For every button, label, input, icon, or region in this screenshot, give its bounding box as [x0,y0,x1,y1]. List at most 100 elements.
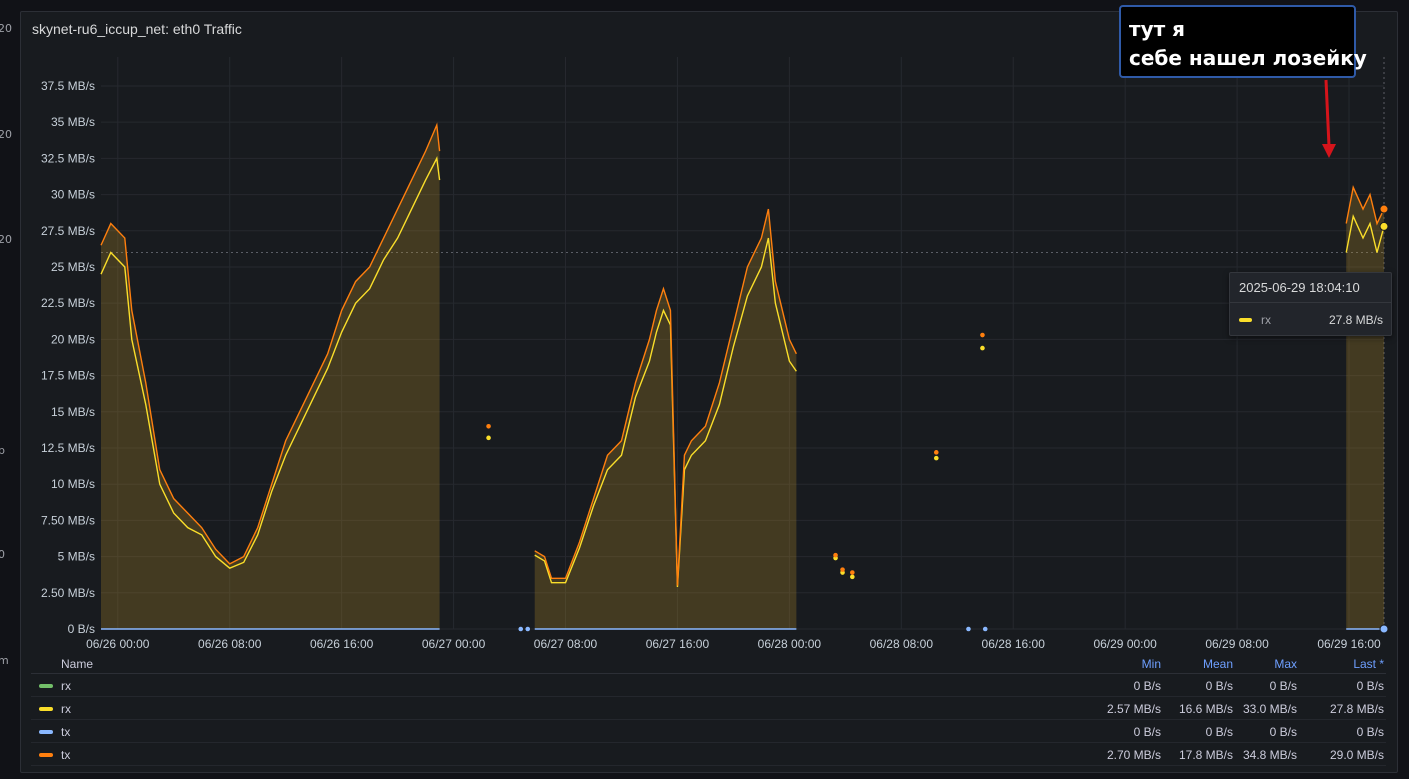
legend-last: 27.8 MB/s [1329,702,1384,716]
legend-row[interactable]: tx 0 B/s 0 B/s 0 B/s 0 B/s [31,720,1386,743]
edge-fragment: 20 [0,233,12,246]
x-tick-label: 06/29 16:00 [1317,637,1381,651]
annotation-line-1: тут я [1129,17,1186,41]
legend-row[interactable]: tx 2.70 MB/s 17.8 MB/s 34.8 MB/s 29.0 MB… [31,743,1386,766]
panel-title[interactable]: skynet-ru6_iccup_net: eth0 Traffic [32,21,242,37]
y-tick-label: 22.5 MB/s [41,296,95,310]
legend-swatch [39,707,53,711]
series-point-tx [525,626,531,632]
x-tick-label: 06/26 08:00 [198,637,262,651]
legend-swatch [39,684,53,688]
legend-min: 2.70 MB/s [1106,748,1161,762]
legend-min: 0 B/s [1133,679,1161,693]
y-tick-label: 32.5 MB/s [41,151,95,165]
edge-fragment: 0 [0,548,5,561]
y-tick-label: 37.5 MB/s [41,79,95,93]
edge-fragment: m [0,654,9,667]
area-fill [534,209,797,629]
legend-series-name[interactable]: tx [61,725,71,739]
series-point-tx [982,626,988,632]
legend-mean: 0 B/s [1205,725,1233,739]
x-tick-label: 06/28 16:00 [982,637,1046,651]
traffic-panel[interactable]: skynet-ru6_iccup_net: eth0 Traffic 0 B/s… [20,11,1398,773]
x-tick-label: 06/26 16:00 [310,637,374,651]
series-point-rx [980,345,985,351]
x-tick-label: 06/29 00:00 [1093,637,1157,651]
legend-row[interactable]: rx 0 B/s 0 B/s 0 B/s 0 B/s [31,674,1386,697]
legend-header-last[interactable]: Last * [1353,657,1384,671]
series-point-rx [933,455,939,461]
area-fill [101,125,440,629]
x-tick-label: 06/29 08:00 [1205,637,1269,651]
y-tick-label: 35 MB/s [51,115,95,129]
left-edge-fragments: 20 20 20 p 0 m [0,0,12,779]
series-line-tx [1345,185,1385,226]
legend-swatch [39,753,53,757]
y-tick-label: 17.5 MB/s [41,369,95,383]
y-tick-label: 20 MB/s [51,332,95,346]
series-line-rx [1345,213,1385,253]
tooltip-series-value: 27.8 MB/s [1328,313,1383,327]
legend-header-mean[interactable]: Mean [1202,657,1233,671]
legend-header: Name Min Mean Max Last * [31,652,1386,674]
series-point-tx [833,552,838,558]
series-point-tx [840,567,845,572]
annotation-line-2: себе нашел лозейку [1129,46,1367,70]
legend-max: 33.0 MB/s [1242,702,1297,716]
series-line-tx [100,122,441,565]
traffic-chart[interactable]: 0 B/s 2.50 MB/s 5 MB/s 7.50 MB/s 10 MB/s 12.5… [21,12,1397,652]
legend-table: Name Min Mean Max Last * rx 0 B/s 0 B/s … [31,652,1386,766]
legend-max: 0 B/s [1269,679,1297,693]
area-fill [1346,187,1384,630]
annotation-box: тут я себе нашел лозейку [1119,5,1367,78]
legend-series-name[interactable]: rx [61,702,71,716]
hover-marker-rx [1379,221,1389,231]
y-tick-label: 30 MB/s [51,188,95,202]
x-tick-label: 06/27 16:00 [646,637,710,651]
hover-tooltip: 2025-06-29 18:04:10 rx 27.8 MB/s [1229,272,1392,336]
series-point-tx [850,570,855,575]
series-point-tx [966,626,971,632]
legend-mean: 0 B/s [1205,679,1233,693]
edge-fragment: 20 [0,22,12,35]
legend-last: 0 B/s [1356,679,1384,693]
series-point-rx [850,574,855,580]
legend-max: 0 B/s [1269,725,1297,739]
x-tick-label: 06/28 08:00 [870,637,934,651]
legend-header-name[interactable]: Name [61,657,94,671]
series-point-tx [933,450,939,455]
y-tick-label: 10 MB/s [51,477,95,491]
series-line-rx [100,156,441,569]
series-point-tx [486,423,491,429]
x-tick-label: 06/27 08:00 [534,637,598,651]
series-point-rx [486,435,491,441]
y-tick-label: 2.50 MB/s [41,586,95,600]
series-point-tx [980,332,985,338]
legend-header-min[interactable]: Min [1141,657,1161,671]
y-tick-label: 27.5 MB/s [41,224,95,238]
hover-marker-tx [1379,204,1389,214]
edge-fragment: 20 [0,128,12,141]
y-tick-label: 15 MB/s [51,405,95,419]
legend-mean: 17.8 MB/s [1178,748,1233,762]
x-tick-label: 06/28 00:00 [758,637,822,651]
x-tick-label: 06/27 00:00 [422,637,486,651]
legend-row[interactable]: rx 2.57 MB/s 16.6 MB/s 33.0 MB/s 27.8 MB… [31,697,1386,720]
legend-min: 0 B/s [1133,725,1161,739]
legend-series-name[interactable]: tx [61,748,71,762]
legend-header-max[interactable]: Max [1274,657,1297,671]
tooltip-series-swatch [1239,318,1252,322]
series-point-tx [518,626,524,632]
legend-min: 2.57 MB/s [1106,702,1161,716]
series-line-tx [534,208,797,586]
y-tick-label: 5 MB/s [58,550,95,564]
y-tick-label: 25 MB/s [51,260,95,274]
edge-fragment: p [0,444,5,457]
legend-series-name[interactable]: rx [61,679,71,693]
y-tick-label: 0 B/s [68,622,95,636]
tooltip-series-name: rx [1261,313,1271,327]
legend-max: 34.8 MB/s [1242,748,1297,762]
y-tick-label: 12.5 MB/s [41,441,95,455]
y-tick-label: 7.50 MB/s [41,513,95,527]
legend-last: 0 B/s [1356,725,1384,739]
